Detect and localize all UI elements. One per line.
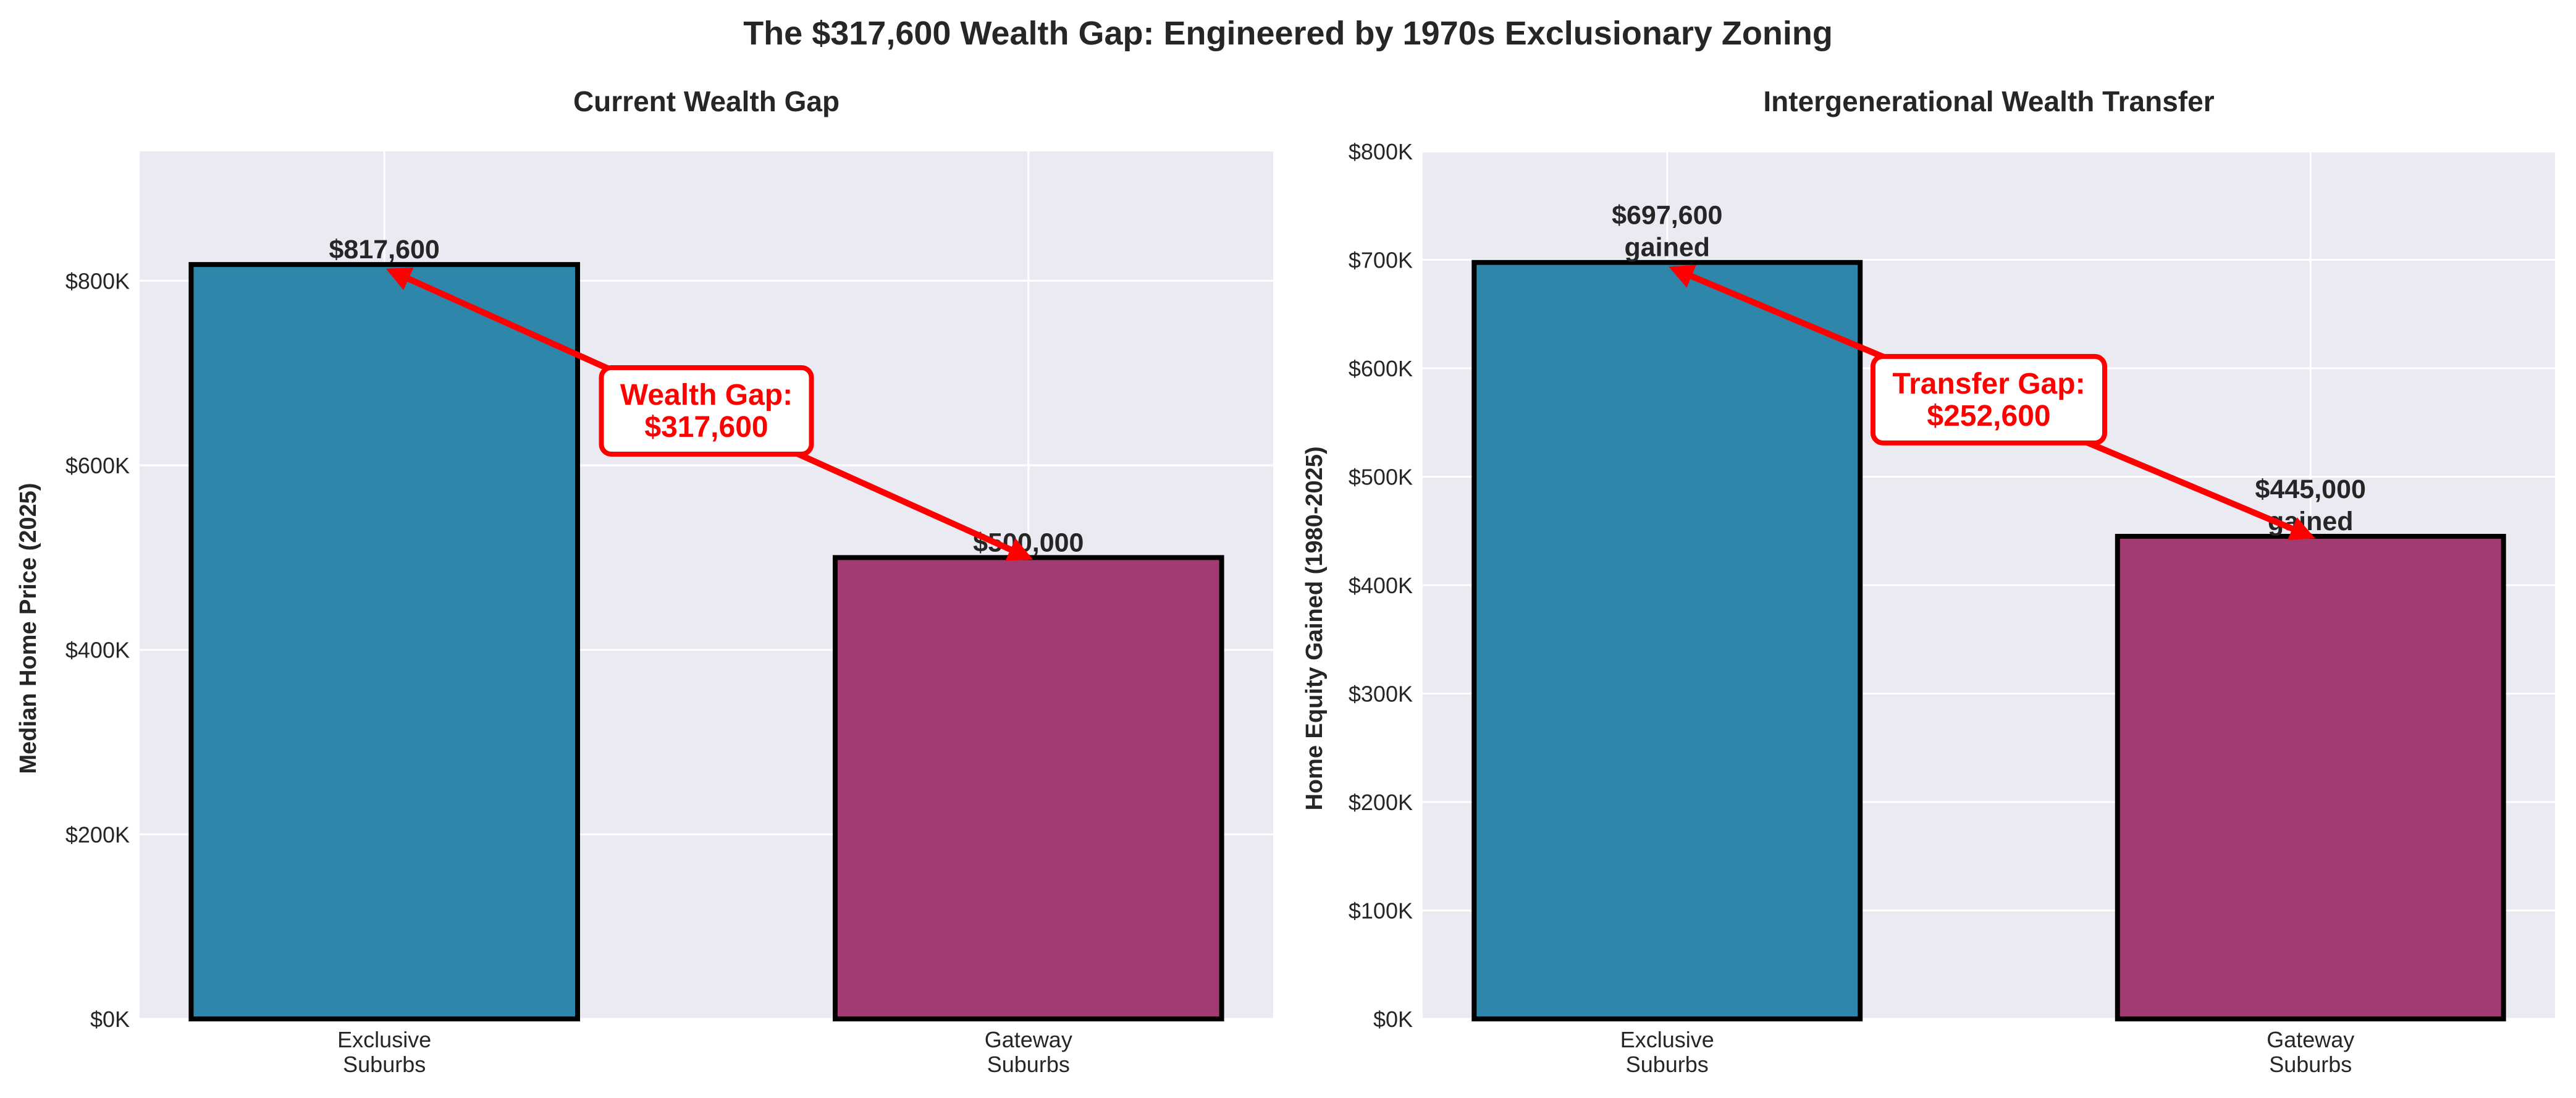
y-tick-label: $400K [1349,573,1413,598]
annotation-text: Transfer Gap: [1892,368,2085,400]
data-label: $817,600 [329,235,440,264]
annotation-text: $317,600 [644,411,768,444]
y-tick-label: $600K [1349,356,1413,381]
y-axis-label: Median Home Price (2025) [15,483,41,774]
x-tick-label: Gateway [985,1027,1072,1052]
y-tick-label: $500K [1349,465,1413,490]
x-tick-label: Exclusive [1620,1027,1714,1052]
y-tick-label: $0K [1373,1007,1413,1032]
annotation-box [599,365,814,457]
y-tick-label: $800K [1349,139,1413,164]
bar-gateway [2115,534,2506,1021]
x-tick-label: Suburbs [987,1052,1070,1077]
subplot-title: Current Wealth Gap [573,85,840,117]
y-tick-label: $800K [65,268,130,294]
bar-exclusive [188,262,580,1021]
data-label: $697,600 [1612,201,1722,230]
data-label: gained [1624,233,1710,263]
annotation-box [1871,353,2107,446]
data-label: $445,000 [2255,475,2366,504]
x-tick-label: Suburbs [343,1052,426,1077]
y-tick-label: $0K [90,1007,130,1032]
x-tick-label: Suburbs [2269,1052,2352,1077]
y-tick-label: $200K [1349,790,1413,815]
annotation-text: Wealth Gap: [620,379,793,412]
y-tick-label: $700K [1349,248,1413,273]
panel-current-wealth-gap: $0K $200K $400K $600K $800K $817,600 Exclusive… [15,85,1273,1077]
y-tick-label: $100K [1349,898,1413,924]
bar-gateway [833,555,1224,1021]
x-tick-label: Gateway [2267,1027,2354,1052]
bar-exclusive [1471,260,1863,1021]
y-axis-label: Home Equity Gained (1980-2025) [1302,446,1328,810]
annotation-text: $252,600 [1927,400,2050,433]
x-tick-label: Exclusive [337,1027,431,1052]
y-tick-label: $300K [1349,682,1413,707]
y-tick-label: $600K [65,453,130,478]
figure-title: The $317,600 Wealth Gap: Engineered by 1… [743,15,1833,52]
x-tick-label: Suburbs [1626,1052,1709,1077]
panel-intergenerational-transfer: $0K $100K $200K $300K $400K $500K $600K $700K $8… [1302,85,2555,1077]
y-tick-label: $200K [65,822,130,847]
subplot-title: Intergenerational Wealth Transfer [1763,85,2214,117]
y-tick-label: $400K [65,638,130,663]
